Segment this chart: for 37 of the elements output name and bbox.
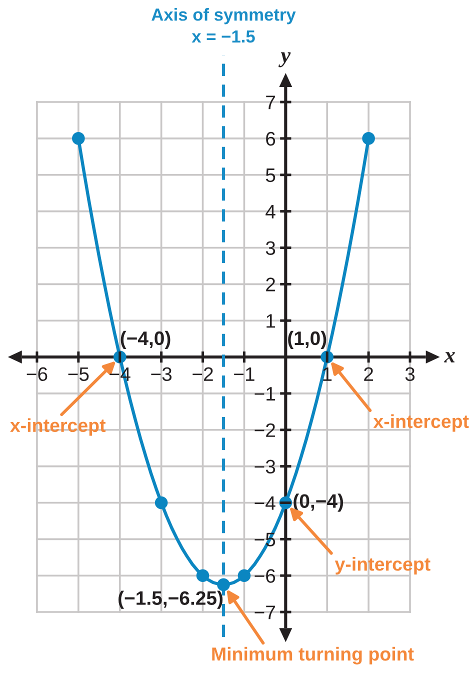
annotation: (−1.5,−6.25) bbox=[118, 590, 223, 609]
x-axis-title: x bbox=[444, 352, 455, 362]
y-tick-label: 4 bbox=[266, 204, 276, 218]
point bbox=[362, 132, 375, 145]
annotation: (0,−4) bbox=[294, 494, 344, 512]
point bbox=[154, 496, 168, 510]
annotation: (1,0) bbox=[288, 330, 326, 350]
point bbox=[72, 132, 85, 145]
y-tick-label: −6 bbox=[254, 569, 276, 583]
x-tick-label: 2 bbox=[364, 367, 373, 381]
y-tick-label: 5 bbox=[266, 168, 276, 182]
annotation: x-intercept bbox=[373, 414, 469, 432]
y-tick-label: −3 bbox=[254, 460, 276, 474]
x-tick-label: −5 bbox=[68, 367, 89, 382]
y-tick-label: 2 bbox=[266, 278, 275, 292]
y-tick-label: 3 bbox=[266, 241, 276, 255]
point bbox=[196, 569, 210, 582]
y-tick-label: 6 bbox=[266, 132, 276, 146]
point bbox=[217, 578, 230, 592]
y-tick-label: 7 bbox=[266, 96, 275, 110]
y-tick-label: −4 bbox=[254, 496, 276, 510]
annotation: Minimum turning point bbox=[212, 646, 414, 664]
x-tick-label: −1 bbox=[234, 367, 254, 381]
y-axis-title: y bbox=[278, 52, 291, 68]
y-tick-label: −1 bbox=[254, 387, 275, 400]
x-tick-label: −3 bbox=[151, 367, 172, 382]
x-tick-label: −6 bbox=[26, 367, 48, 382]
annotation: x-intercept bbox=[10, 418, 106, 436]
ref-line-label: Axis of symmetry x = −1.5 bbox=[152, 8, 296, 43]
x-tick-label: −2 bbox=[192, 367, 213, 381]
annotation: y-intercept bbox=[334, 557, 430, 574]
x-tick-label: 3 bbox=[405, 367, 415, 382]
annotation: (−4,0) bbox=[120, 330, 170, 350]
y-tick-label: −7 bbox=[254, 606, 275, 620]
y-tick-label: 1 bbox=[266, 314, 275, 328]
point bbox=[238, 569, 251, 582]
y-tick-label: −2 bbox=[254, 423, 275, 437]
